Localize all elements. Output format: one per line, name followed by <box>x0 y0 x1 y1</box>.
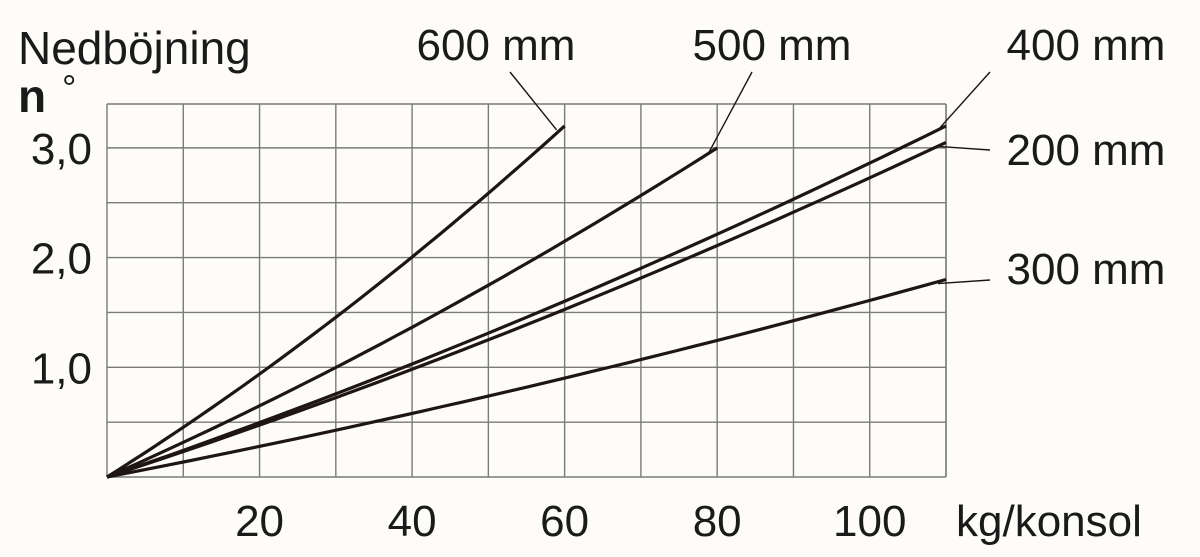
plot-grid <box>106 103 947 478</box>
x-axis-label: kg/konsol <box>956 497 1142 546</box>
x-tick-label: 80 <box>693 497 742 546</box>
x-tick-label: 60 <box>540 497 589 546</box>
series-leader-line <box>509 71 558 131</box>
series-leader-lines <box>509 71 991 285</box>
series-lines <box>106 124 947 479</box>
series-line <box>106 146 719 479</box>
y-axis-unit: ° <box>62 67 76 108</box>
series-label: 500 mm <box>693 21 852 70</box>
series-label: 600 mm <box>417 21 576 70</box>
series-leader-line <box>937 145 991 151</box>
x-tick-label: 40 <box>388 497 437 546</box>
series-leader-line <box>937 279 991 285</box>
series-label: 400 mm <box>1007 21 1166 70</box>
series-line <box>106 124 947 479</box>
chart-title: Nedböjning <box>18 22 251 74</box>
series-line <box>106 277 947 479</box>
y-tick-label: 3,0 <box>31 125 92 174</box>
series-line <box>106 124 566 479</box>
y-tick-labels: 1,0 2,0 3,0 <box>31 125 92 393</box>
series-label: 300 mm <box>1007 245 1166 294</box>
y-tick-label: 1,0 <box>31 344 92 393</box>
series-labels: 600 mm 500 mm 400 mm 200 mm 300 mm <box>417 21 1166 294</box>
series-leader-line <box>708 71 753 153</box>
y-axis-symbol: n <box>18 70 46 122</box>
y-tick-label: 2,0 <box>31 235 92 284</box>
series-label: 200 mm <box>1007 126 1166 175</box>
x-tick-label: 20 <box>235 497 284 546</box>
series-line <box>106 140 947 479</box>
x-tick-labels: 20 40 60 80 100 <box>235 497 906 546</box>
x-tick-label: 100 <box>833 497 906 546</box>
series-leader-line <box>937 71 991 131</box>
